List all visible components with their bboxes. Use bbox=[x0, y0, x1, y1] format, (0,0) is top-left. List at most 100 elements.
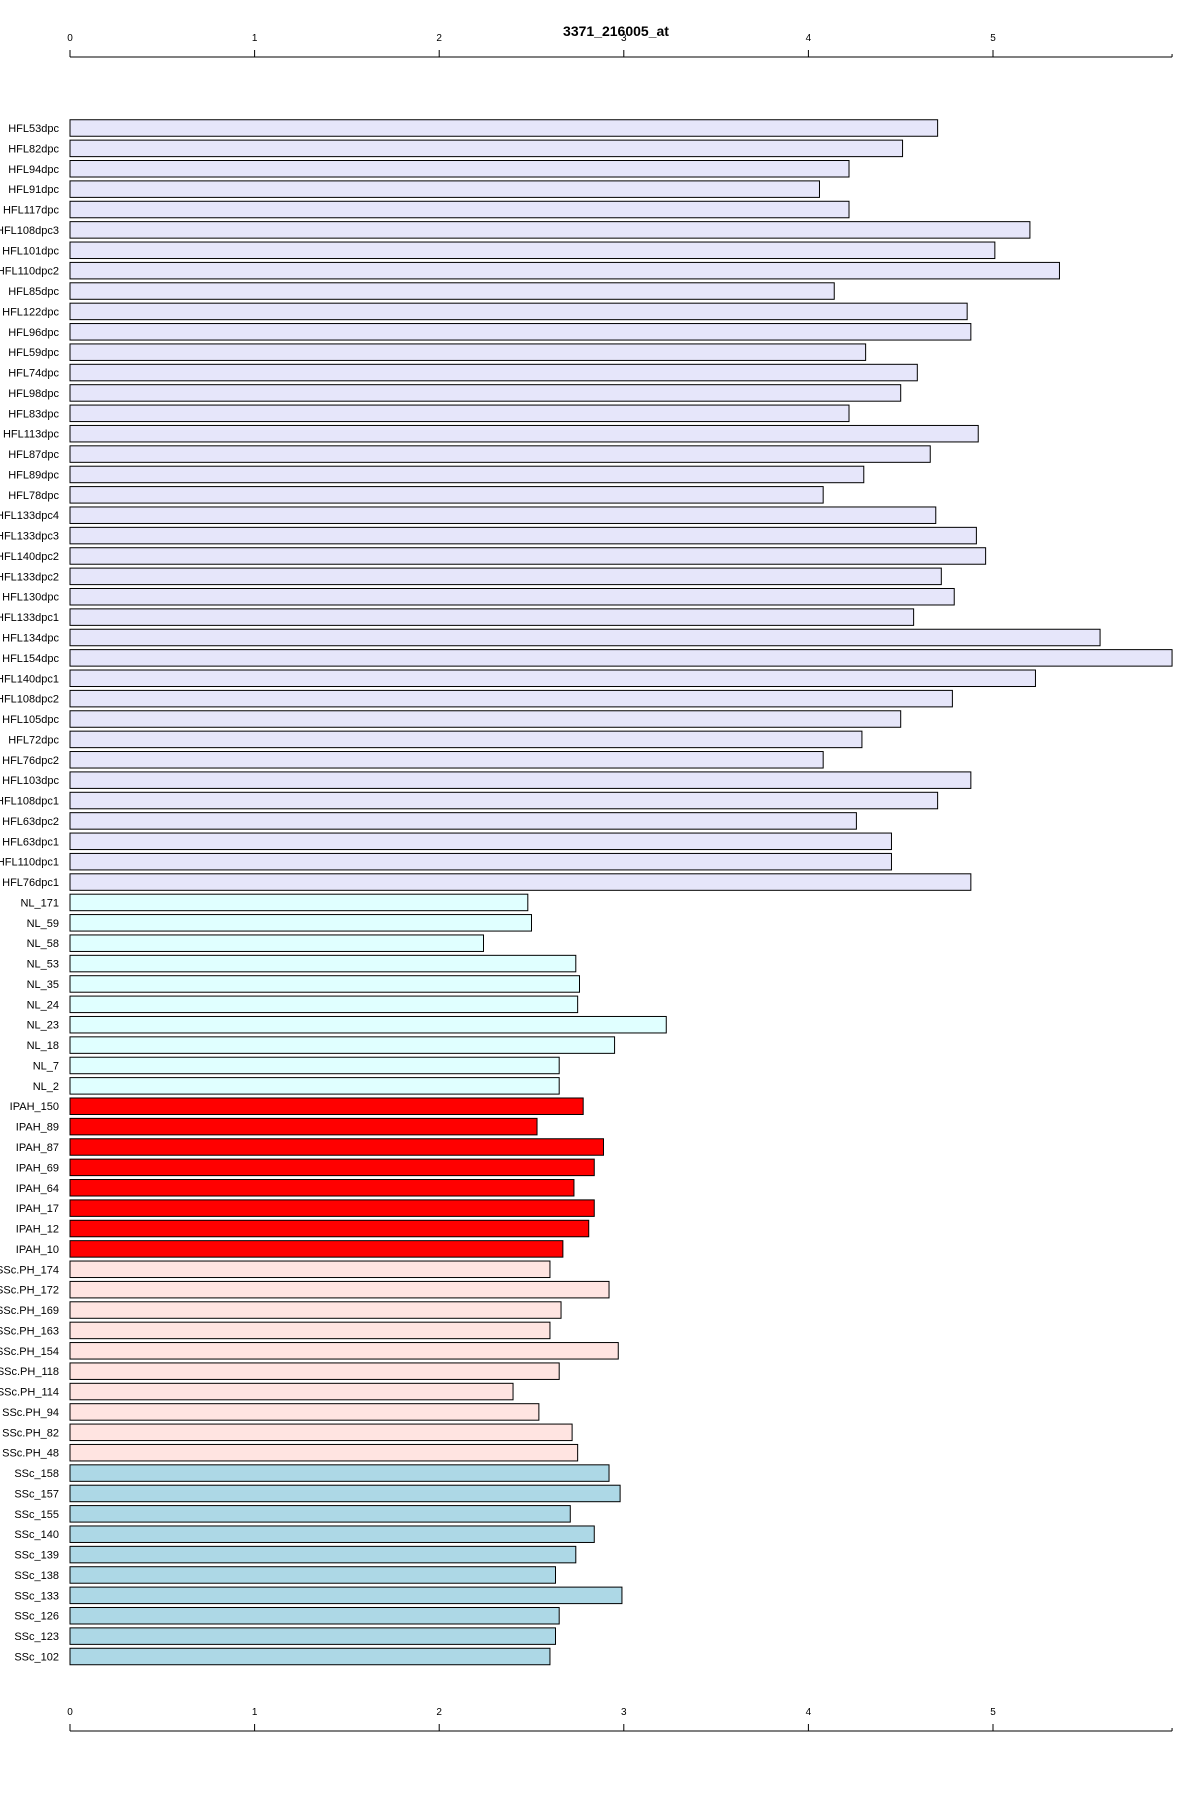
category-label: NL_18 bbox=[27, 1040, 59, 1052]
bar-SSc.PH_48 bbox=[69, 1443, 579, 1462]
category-label: SSc.PH_163 bbox=[0, 1325, 59, 1337]
category-label: SSc.PH_154 bbox=[0, 1346, 59, 1358]
bar-HFL91dpc bbox=[69, 180, 820, 198]
category-label: NL_7 bbox=[33, 1060, 59, 1072]
category-label: IPAH_87 bbox=[16, 1142, 59, 1154]
category-label: HFL103dpc bbox=[2, 775, 59, 787]
category-label: SSc_123 bbox=[14, 1631, 59, 1643]
bar-IPAH_12 bbox=[69, 1219, 590, 1238]
bar-SSc.PH_154 bbox=[69, 1342, 619, 1360]
category-label: HFL110dpc2 bbox=[0, 266, 59, 278]
category-label: HFL133dpc2 bbox=[0, 571, 59, 583]
category-label: NL_53 bbox=[27, 959, 59, 971]
category-label: HFL134dpc bbox=[2, 633, 59, 645]
bar-HFL105dpc bbox=[69, 710, 902, 728]
bar-SSc_102 bbox=[69, 1647, 551, 1666]
category-label: NL_24 bbox=[27, 999, 59, 1011]
category-label: HFL122dpc bbox=[2, 306, 59, 318]
bar-HFL59dpc bbox=[69, 343, 867, 361]
bottom-axis-tick-label: 0 bbox=[67, 1707, 73, 1718]
bar-HFL89dpc bbox=[69, 465, 865, 484]
category-label: SSc.PH_48 bbox=[2, 1448, 59, 1460]
category-label: NL_58 bbox=[27, 938, 59, 950]
bar-HFL98dpc bbox=[69, 384, 902, 402]
bar-SSc.PH_82 bbox=[69, 1423, 573, 1442]
category-label: HFL87dpc bbox=[8, 449, 59, 461]
bar-HFL133dpc4 bbox=[69, 506, 937, 524]
category-label: IPAH_17 bbox=[16, 1203, 59, 1215]
bottom-axis-tick-label: 5 bbox=[990, 1707, 996, 1718]
bar-HFL108dpc3 bbox=[69, 221, 1031, 239]
category-label: HFL113dpc bbox=[3, 429, 60, 441]
bar-HFL87dpc bbox=[69, 445, 931, 463]
category-label: HFL83dpc bbox=[8, 408, 59, 420]
bar-IPAH_89 bbox=[69, 1117, 538, 1136]
category-label: HFL76dpc1 bbox=[2, 877, 59, 889]
bar-HFL140dpc2 bbox=[69, 547, 987, 565]
category-label: HFL82dpc bbox=[8, 143, 59, 155]
bar-NL_58 bbox=[69, 934, 484, 952]
bar-SSc.PH_174 bbox=[69, 1260, 551, 1279]
bar-HFL154dpc bbox=[69, 649, 1173, 667]
bar-HFL74dpc bbox=[69, 363, 918, 382]
category-label: HFL154dpc bbox=[2, 653, 59, 665]
category-label: SSc_158 bbox=[14, 1468, 59, 1480]
category-label: HFL98dpc bbox=[8, 388, 59, 400]
category-label: HFL78dpc bbox=[8, 490, 59, 502]
bar-NL_59 bbox=[69, 914, 532, 932]
category-label: HFL85dpc bbox=[8, 286, 59, 298]
category-label: HFL72dpc bbox=[8, 734, 59, 746]
bar-SSc.PH_163 bbox=[69, 1321, 551, 1340]
category-label: HFL101dpc bbox=[2, 245, 59, 257]
bar-NL_7 bbox=[69, 1056, 560, 1075]
bar-HFL133dpc1 bbox=[69, 608, 915, 626]
category-label: HFL133dpc3 bbox=[0, 531, 59, 543]
bar-HFL76dpc1 bbox=[69, 873, 972, 891]
bar-HFL140dpc1 bbox=[69, 669, 1036, 688]
chart-title: 3371_216005_at bbox=[563, 23, 669, 39]
category-label: SSc.PH_94 bbox=[2, 1407, 59, 1419]
category-label: SSc_138 bbox=[14, 1570, 59, 1582]
category-label: SSc_126 bbox=[14, 1611, 59, 1623]
bar-HFL133dpc2 bbox=[69, 567, 942, 586]
category-label: IPAH_69 bbox=[16, 1162, 59, 1174]
category-label: SSc_155 bbox=[14, 1509, 59, 1521]
category-label: HFL76dpc2 bbox=[2, 755, 59, 767]
category-label: IPAH_89 bbox=[16, 1122, 59, 1134]
bar-IPAH_87 bbox=[69, 1138, 604, 1156]
category-label: SSc.PH_174 bbox=[0, 1264, 59, 1276]
category-label: NL_171 bbox=[20, 897, 59, 909]
category-label: SSc_157 bbox=[14, 1488, 59, 1500]
category-label: HFL108dpc1 bbox=[0, 796, 59, 808]
bottom-axis-tick-label: 2 bbox=[436, 1707, 442, 1718]
bar-HFL110dpc2 bbox=[69, 261, 1060, 280]
bottom-axis-tick-label: 3 bbox=[621, 1707, 627, 1718]
category-label: HFL63dpc2 bbox=[2, 816, 59, 828]
bar-HFL82dpc bbox=[69, 139, 904, 158]
category-label: HFL110dpc1 bbox=[0, 857, 59, 869]
bar-IPAH_64 bbox=[69, 1179, 575, 1197]
bar-SSc.PH_169 bbox=[69, 1301, 562, 1319]
bar-HFL63dpc1 bbox=[69, 832, 892, 851]
bar-HFL72dpc bbox=[69, 730, 863, 749]
bar-SSc.PH_172 bbox=[69, 1280, 610, 1299]
bottom-axis-tick-label: 4 bbox=[806, 1707, 812, 1718]
bottom-x-axis: 0 1 2 3 4 5 bbox=[67, 1707, 1173, 1732]
category-label: HFL89dpc bbox=[8, 469, 59, 481]
bar-HFL101dpc bbox=[69, 241, 996, 260]
bar-HFL122dpc bbox=[69, 302, 968, 321]
bar-IPAH_69 bbox=[69, 1158, 595, 1177]
bar-SSc.PH_118 bbox=[69, 1362, 560, 1380]
bar-HFL113dpc bbox=[69, 424, 979, 443]
category-label: SSc_140 bbox=[14, 1529, 59, 1541]
category-label: NL_2 bbox=[33, 1081, 59, 1093]
category-label: HFL117dpc bbox=[3, 205, 60, 217]
category-label: HFL133dpc1 bbox=[0, 612, 59, 624]
bar-SSc_157 bbox=[69, 1484, 621, 1503]
category-label: SSc_139 bbox=[14, 1550, 59, 1562]
bar-NL_171 bbox=[69, 893, 529, 912]
category-label: SSc.PH_82 bbox=[2, 1427, 59, 1439]
top-axis-tick-label: 4 bbox=[806, 33, 812, 44]
bar-SSc_138 bbox=[69, 1566, 556, 1584]
